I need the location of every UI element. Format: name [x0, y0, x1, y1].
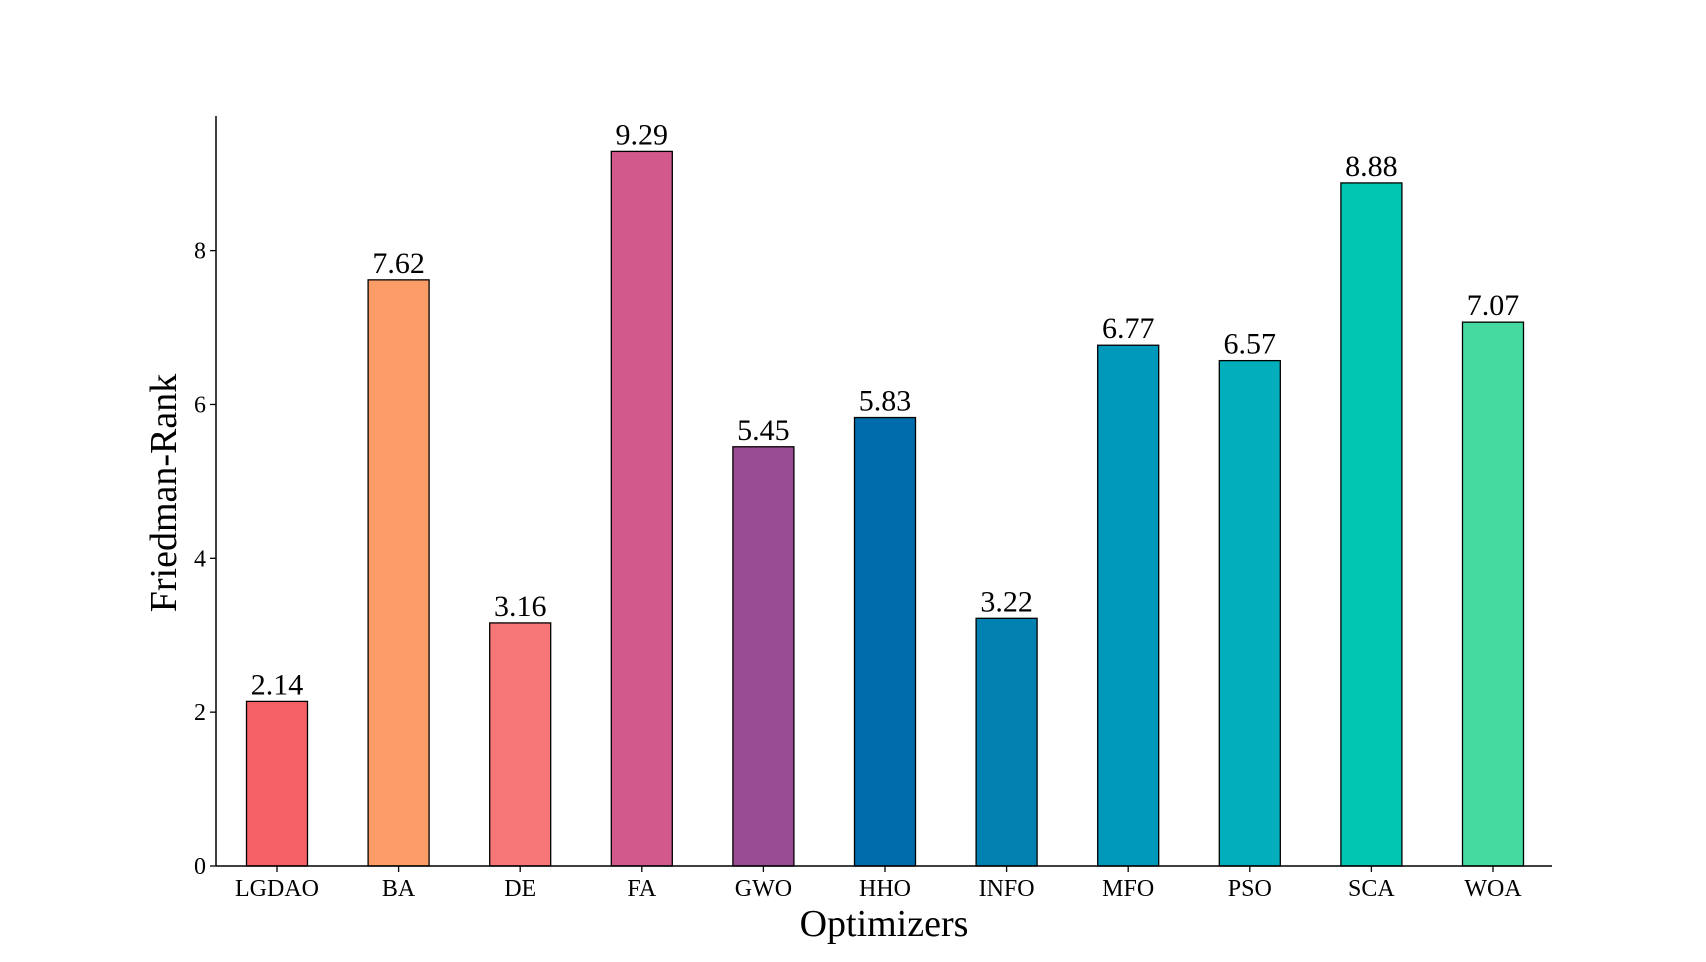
value-label-fa: 9.29 — [616, 118, 669, 151]
bar-fa — [610, 150, 673, 867]
value-label-lgdao: 2.14 — [251, 668, 304, 701]
value-label-woa: 7.07 — [1467, 289, 1520, 322]
bar-pso — [1218, 359, 1281, 867]
y-tick-label-6: 6 — [194, 392, 206, 418]
bar-lgdao — [245, 700, 309, 867]
bar-gwo — [732, 446, 795, 867]
bar-hho — [853, 416, 917, 867]
value-label-mfo: 6.77 — [1102, 312, 1155, 345]
x-tick-label-fa: FA — [627, 876, 657, 902]
value-label-ba: 7.62 — [372, 247, 425, 280]
value-label-hho: 5.83 — [859, 385, 912, 418]
x-tick-label-mfo: MFO — [1102, 876, 1154, 902]
y-ticks-layer: 0 2 4 6 8 — [194, 239, 216, 880]
value-label-pso: 6.57 — [1224, 328, 1277, 361]
x-tick-label-ba: BA — [382, 876, 416, 902]
y-tick-label-8: 8 — [194, 239, 206, 265]
x-tick-label-lgdao: LGDAO — [235, 876, 319, 902]
bar-mfo — [1097, 344, 1160, 867]
bar-info — [975, 617, 1038, 867]
y-axis-title: Friedman-Rank — [143, 374, 185, 613]
x-tick-label-hho: HHO — [859, 876, 911, 902]
x-tick-label-sca: SCA — [1348, 876, 1395, 902]
x-ticks-layer: LGDAO BA DE FA GWO HHO INFO MFO PSO SCA WOA — [235, 866, 1522, 902]
bar-sca — [1340, 182, 1403, 867]
y-tick-label-2: 2 — [194, 700, 206, 726]
value-label-sca: 8.88 — [1345, 150, 1398, 183]
x-tick-label-woa: WOA — [1464, 876, 1522, 902]
value-label-gwo: 5.45 — [737, 414, 790, 447]
x-tick-label-pso: PSO — [1228, 876, 1272, 902]
x-axis-title: Optimizers — [800, 903, 969, 945]
x-tick-label-gwo: GWO — [735, 876, 792, 902]
y-tick-label-0: 0 — [194, 854, 206, 880]
y-tick-label-4: 4 — [194, 546, 206, 572]
value-label-de: 3.16 — [494, 590, 547, 623]
x-tick-label-de: DE — [504, 876, 536, 902]
bars-layer — [245, 150, 1525, 867]
value-labels-layer: 2.14 7.62 3.16 9.29 5.45 5.83 3.22 6.77 6.57 8.88… — [251, 118, 1520, 701]
bar-de — [489, 622, 552, 867]
x-tick-label-info: INFO — [979, 876, 1035, 902]
bar-ba — [367, 279, 430, 867]
value-label-info: 3.22 — [980, 585, 1033, 618]
bar-woa — [1461, 321, 1525, 867]
